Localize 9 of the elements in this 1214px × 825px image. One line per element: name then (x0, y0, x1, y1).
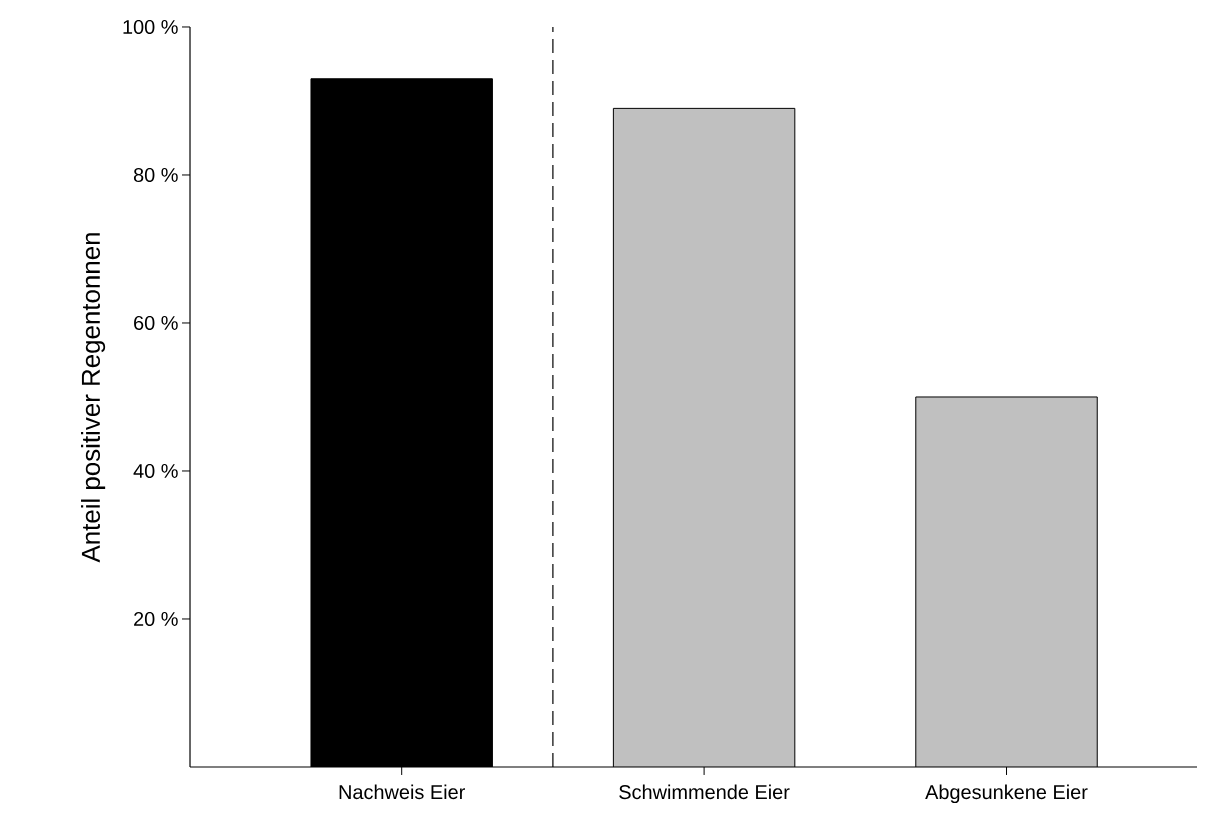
y-tick-label: 100 % (123, 19, 178, 35)
y-tick-label: 60 % (134, 315, 178, 331)
y-tick-label: 40 % (133, 463, 178, 479)
y-axis-title: Anteil positiver Regentonnen (81, 233, 106, 563)
x-tick-label: Schwimmende Eier (619, 784, 790, 800)
y-tick-label: 80 % (133, 167, 178, 183)
x-tick-label: Nachweis Eier (339, 784, 465, 800)
y-tick-label: 20 % (134, 611, 178, 627)
x-tick-label: Abgesunkene Eier (925, 784, 1088, 804)
